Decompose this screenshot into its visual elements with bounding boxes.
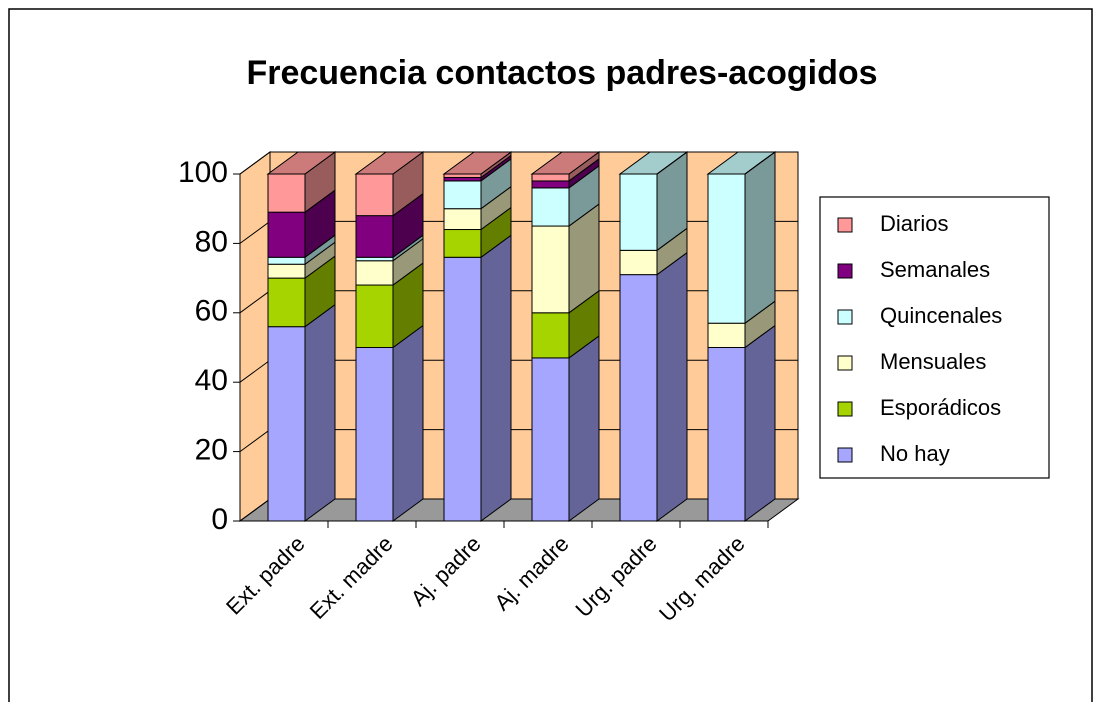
legend-swatch <box>837 355 853 371</box>
bar <box>443 173 482 178</box>
y-tick-label: 0 <box>211 503 228 536</box>
legend-swatch <box>837 217 853 233</box>
legend-label: Semanales <box>880 257 990 282</box>
bar <box>531 357 570 522</box>
legend-swatch <box>837 401 853 417</box>
legend-label: No hay <box>880 441 950 466</box>
bar-side <box>480 234 512 522</box>
y-tick-label: 60 <box>195 295 228 328</box>
legend-label: Esporádicos <box>880 395 1001 420</box>
bar <box>707 347 746 522</box>
y-tick-label: 100 <box>178 156 228 189</box>
bar <box>443 176 482 182</box>
bar <box>355 347 394 522</box>
bar <box>355 215 394 258</box>
bar <box>443 256 482 522</box>
bar <box>531 173 570 182</box>
bar-top <box>354 151 425 175</box>
bar <box>355 260 394 286</box>
bar-top <box>266 151 337 175</box>
y-tick-label: 80 <box>195 225 228 258</box>
legend-label: Diarios <box>880 211 948 236</box>
bar <box>267 263 306 279</box>
bar <box>267 277 306 328</box>
bar-side <box>656 151 688 175</box>
legend-swatch <box>837 263 853 279</box>
bar <box>707 173 746 324</box>
bar <box>531 187 570 227</box>
bar <box>531 180 570 189</box>
bar <box>443 180 482 210</box>
bar <box>355 173 394 217</box>
grid-line <box>239 151 798 175</box>
bar <box>267 326 306 522</box>
legend-swatch <box>837 309 853 325</box>
bar <box>267 173 306 213</box>
bar <box>355 284 394 349</box>
bar <box>355 256 394 262</box>
bar <box>531 312 570 359</box>
bar <box>619 274 658 522</box>
bar <box>443 229 482 258</box>
bar-side <box>744 151 776 325</box>
bar-side <box>304 303 336 522</box>
bar-side <box>744 324 776 522</box>
bar <box>619 173 658 251</box>
bar <box>619 249 658 276</box>
bar <box>707 322 746 348</box>
bar-top <box>442 151 513 175</box>
bar <box>443 208 482 231</box>
side-wall <box>239 151 271 522</box>
y-tick-label: 40 <box>195 364 228 397</box>
bar-side <box>568 334 600 522</box>
bar <box>531 225 570 314</box>
legend-label: Mensuales <box>880 349 986 374</box>
bar-side <box>656 251 688 522</box>
legend-label: Quincenales <box>880 303 1002 328</box>
bar-side <box>392 324 424 522</box>
chart-title: Frecuencia contactos padres-acogidos <box>246 54 877 92</box>
bar-side <box>744 151 776 175</box>
legend <box>819 196 1050 479</box>
bar-top <box>530 151 601 175</box>
legend-swatch <box>837 447 853 463</box>
y-tick-label: 20 <box>195 434 228 467</box>
bar <box>267 256 306 265</box>
bar <box>267 211 306 258</box>
